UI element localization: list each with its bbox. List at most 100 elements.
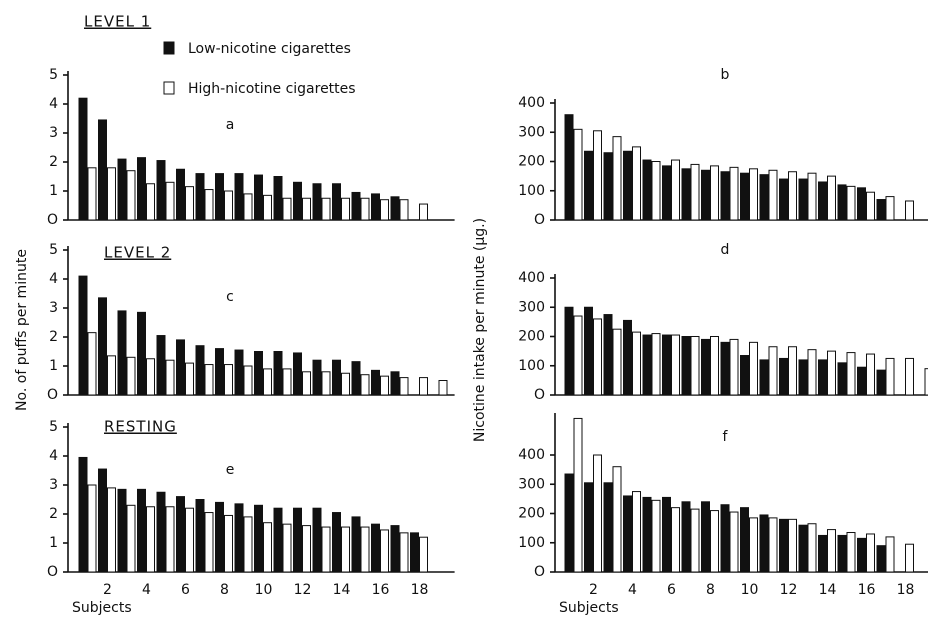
y-axis-label: No. of puffs per minute [14, 249, 30, 411]
y-tick-label: 4 [49, 448, 58, 464]
bar [204, 364, 214, 396]
bar [905, 543, 914, 573]
row-label: LEVEL 2 [104, 244, 171, 262]
bar [837, 534, 847, 573]
bar [419, 377, 428, 396]
y-tick-label: O [534, 564, 545, 580]
bar [254, 351, 263, 396]
y-axis-label: Nicotine intake per minute (µg.) [472, 218, 488, 442]
bar [710, 510, 719, 573]
y-tick-label: 200 [518, 154, 545, 170]
bar [195, 173, 205, 221]
x-tick-label: 14 [819, 582, 837, 598]
bar [662, 496, 671, 573]
bar [176, 168, 185, 221]
row-label: RESTING [104, 418, 177, 436]
legend-label: Low-nicotine cigarettes [188, 41, 351, 57]
bar [642, 496, 652, 573]
bar [818, 359, 827, 396]
bar [273, 507, 283, 573]
x-tick-label: 8 [706, 582, 715, 598]
y-tick-label: 400 [518, 95, 545, 111]
bar [165, 506, 175, 573]
y-tick-label: 5 [49, 419, 58, 435]
bar [876, 545, 886, 573]
bar [681, 168, 691, 221]
bar [390, 525, 400, 573]
bar [204, 189, 214, 221]
bar [866, 191, 875, 221]
y-tick-label: 4 [49, 96, 58, 112]
bar [243, 193, 253, 221]
y-tick-label: O [534, 387, 545, 403]
bar [671, 507, 680, 573]
bar [807, 172, 817, 221]
bar [857, 366, 866, 396]
bar [215, 173, 224, 221]
x-tick-label: 12 [294, 582, 312, 598]
y-tick-label: O [47, 564, 58, 580]
bar [701, 501, 710, 573]
bar [807, 523, 817, 573]
bar [107, 167, 116, 221]
bar [662, 334, 671, 396]
bar [98, 468, 107, 573]
y-tick-label: 300 [518, 476, 545, 492]
bar [740, 172, 749, 221]
bar [749, 517, 758, 573]
bar [584, 150, 593, 221]
bar [837, 184, 847, 221]
bar [690, 336, 700, 396]
chart-title: a [226, 117, 235, 133]
bar [98, 297, 107, 396]
bar [623, 495, 632, 573]
bar [263, 194, 272, 221]
bar [671, 334, 680, 396]
bar [146, 506, 155, 573]
bar [642, 159, 652, 221]
bar [165, 359, 175, 396]
row-label: LEVEL 1 [84, 13, 151, 31]
x-tick-label: 8 [220, 582, 229, 598]
y-tick-label: 400 [518, 447, 545, 463]
bar [603, 152, 613, 221]
y-tick-label: 4 [49, 271, 58, 287]
bar [788, 518, 797, 573]
bar [341, 197, 350, 221]
bar [573, 128, 583, 221]
bar [681, 501, 691, 573]
bar [185, 186, 194, 221]
bar [729, 511, 739, 573]
bar [312, 359, 322, 396]
bar [671, 159, 680, 221]
bar [360, 197, 370, 221]
bar [779, 357, 788, 396]
bar [282, 523, 292, 573]
y-tick-label: 3 [49, 477, 58, 493]
bar [185, 507, 194, 573]
bar [341, 372, 350, 396]
bar [87, 332, 97, 396]
bar [759, 514, 769, 573]
bar [749, 168, 758, 221]
bar [146, 183, 155, 221]
bar [371, 369, 380, 396]
bar [740, 507, 749, 573]
bar [137, 488, 146, 573]
bar [584, 482, 593, 573]
bar [390, 371, 400, 396]
bar [866, 353, 875, 396]
bar [798, 359, 808, 396]
y-tick-label: 1 [49, 358, 58, 374]
bar [632, 331, 641, 396]
y-tick-label: 300 [518, 299, 545, 315]
bar [273, 176, 283, 221]
bar [78, 275, 88, 396]
bar [857, 537, 866, 573]
y-tick-label: 2 [49, 506, 58, 522]
bar [681, 336, 691, 396]
bar [788, 171, 797, 221]
bar [827, 529, 836, 573]
bar [371, 193, 380, 221]
bar [807, 349, 817, 396]
